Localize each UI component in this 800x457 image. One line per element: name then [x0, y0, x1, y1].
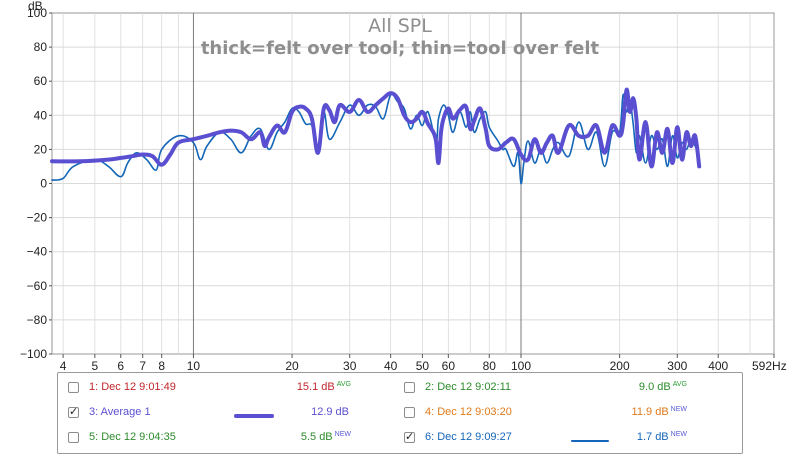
legend-panel: 1: Dec 12 9:01:49 15.1 dB AVG 2: Dec 12 9… [57, 372, 743, 454]
legend-tag-2: AVG [672, 381, 687, 388]
legend-value-1: 15.1 dB AVG [271, 381, 351, 393]
x-tick-label: 300 [667, 359, 687, 372]
legend-row: ✓ 3: Average 1 12.9 dB 4: Dec 12 9:03:20… [58, 404, 744, 424]
x-tick-label: 100 [511, 359, 531, 372]
y-tick-label: −40 [27, 245, 48, 259]
legend-tag-6: NEW [670, 431, 687, 438]
legend-checkbox-6[interactable]: ✓ [404, 431, 415, 443]
y-tick-label: −20 [27, 211, 48, 225]
legend-checkbox-4[interactable] [404, 407, 415, 418]
legend-label-2: 2: Dec 12 9:02:11 [425, 381, 512, 393]
legend-checkbox-1[interactable] [68, 382, 79, 393]
legend-label-1: 1: Dec 12 9:01:49 [89, 381, 176, 393]
spl-chart: 100 80 60 40 20 0 −20 −40 −60 −80 −100 4 5 6 7 8 10 20 30 4… [20, 0, 787, 372]
y-tick-label: 60 [34, 74, 48, 88]
y-tick-label: 40 [34, 108, 48, 122]
y-tick-label: 100 [27, 6, 47, 20]
y-tick-label: 20 [34, 142, 48, 156]
legend-tag-1: AVG [336, 381, 351, 388]
series-layer [50, 87, 702, 185]
legend-item-1[interactable]: 1: Dec 12 9:01:49 15.1 dB AVG [66, 379, 396, 399]
legend-checkbox-2[interactable] [404, 382, 415, 393]
legend-label-5: 5: Dec 12 9:04:35 [89, 431, 176, 443]
legend-value-text-6: 1.7 dB [636, 431, 669, 443]
x-tick-label: 50 [416, 359, 430, 372]
x-tick-label: 400 [708, 359, 728, 372]
legend-value-4: 11.9 dB NEW [607, 406, 687, 418]
legend-value-text-1: 15.1 dB [296, 381, 335, 393]
y-tick-label: 0 [40, 177, 47, 191]
legend-row: 1: Dec 12 9:01:49 15.1 dB AVG 2: Dec 12 9… [58, 379, 744, 399]
legend-checkbox-3[interactable]: ✓ [68, 406, 79, 418]
series-line-thick [50, 87, 702, 169]
legend-swatch-3 [234, 414, 274, 418]
legend-item-6[interactable]: ✓ 6: Dec 12 9:09:27 1.7 dB NEW [402, 429, 732, 449]
x-tick-label: 5 [91, 359, 98, 372]
x-tick-label: 592Hz [752, 359, 787, 372]
legend-checkbox-5[interactable] [68, 432, 79, 443]
y-tick-label: 80 [34, 40, 48, 54]
legend-tag-4: NEW [670, 406, 687, 413]
chart-subtitle: thick=felt over tool; thin=tool over fel… [201, 38, 600, 59]
legend-item-5[interactable]: 5: Dec 12 9:04:35 5.5 dB NEW [66, 429, 396, 449]
y-axis-label: dB [28, 0, 43, 13]
y-tick-label: −100 [20, 347, 47, 361]
legend-item-4[interactable]: 4: Dec 12 9:03:20 11.9 dB NEW [402, 404, 732, 424]
legend-value-text-4: 11.9 dB [631, 406, 669, 418]
legend-label-3: 3: Average 1 [89, 406, 151, 418]
legend-value-text-3: 12.9 dB [311, 406, 349, 418]
legend-label-4: 4: Dec 12 9:03:20 [425, 406, 512, 418]
legend-tag-5: NEW [334, 431, 351, 438]
legend-item-2[interactable]: 2: Dec 12 9:02:11 9.0 dB AVG [402, 379, 732, 399]
y-tick-label: −60 [27, 279, 48, 293]
grid-layer [49, 12, 775, 358]
legend-value-2: 9.0 dB AVG [607, 381, 687, 393]
x-tick-label: 20 [285, 359, 299, 372]
legend-value-6: 1.7 dB NEW [607, 431, 687, 443]
legend-value-3: 12.9 dB [271, 406, 351, 418]
x-tick-label: 30 [343, 359, 357, 372]
x-tick-label: 200 [610, 359, 630, 372]
legend-label-6: 6: Dec 12 9:09:27 [425, 431, 512, 443]
legend-row: 5: Dec 12 9:04:35 5.5 dB NEW ✓ 6: Dec 12 … [58, 429, 744, 449]
x-tick-label: 6 [117, 359, 124, 372]
x-tick-label: 80 [483, 359, 497, 372]
legend-value-text-5: 5.5 dB [300, 431, 333, 443]
x-tick-label: 10 [187, 359, 201, 372]
legend-swatch-6 [571, 440, 609, 442]
x-tick-label: 7 [139, 359, 146, 372]
legend-value-text-2: 9.0 dB [638, 381, 671, 393]
x-tick-label: 40 [384, 359, 398, 372]
legend-item-3[interactable]: ✓ 3: Average 1 12.9 dB [66, 404, 396, 424]
x-tick-label: 4 [60, 359, 67, 372]
x-tick-label: 8 [158, 359, 165, 372]
legend-value-5: 5.5 dB NEW [271, 431, 351, 443]
y-tick-label: −80 [27, 313, 48, 327]
x-tick-label: 60 [442, 359, 456, 372]
chart-title: All SPL [368, 15, 432, 37]
